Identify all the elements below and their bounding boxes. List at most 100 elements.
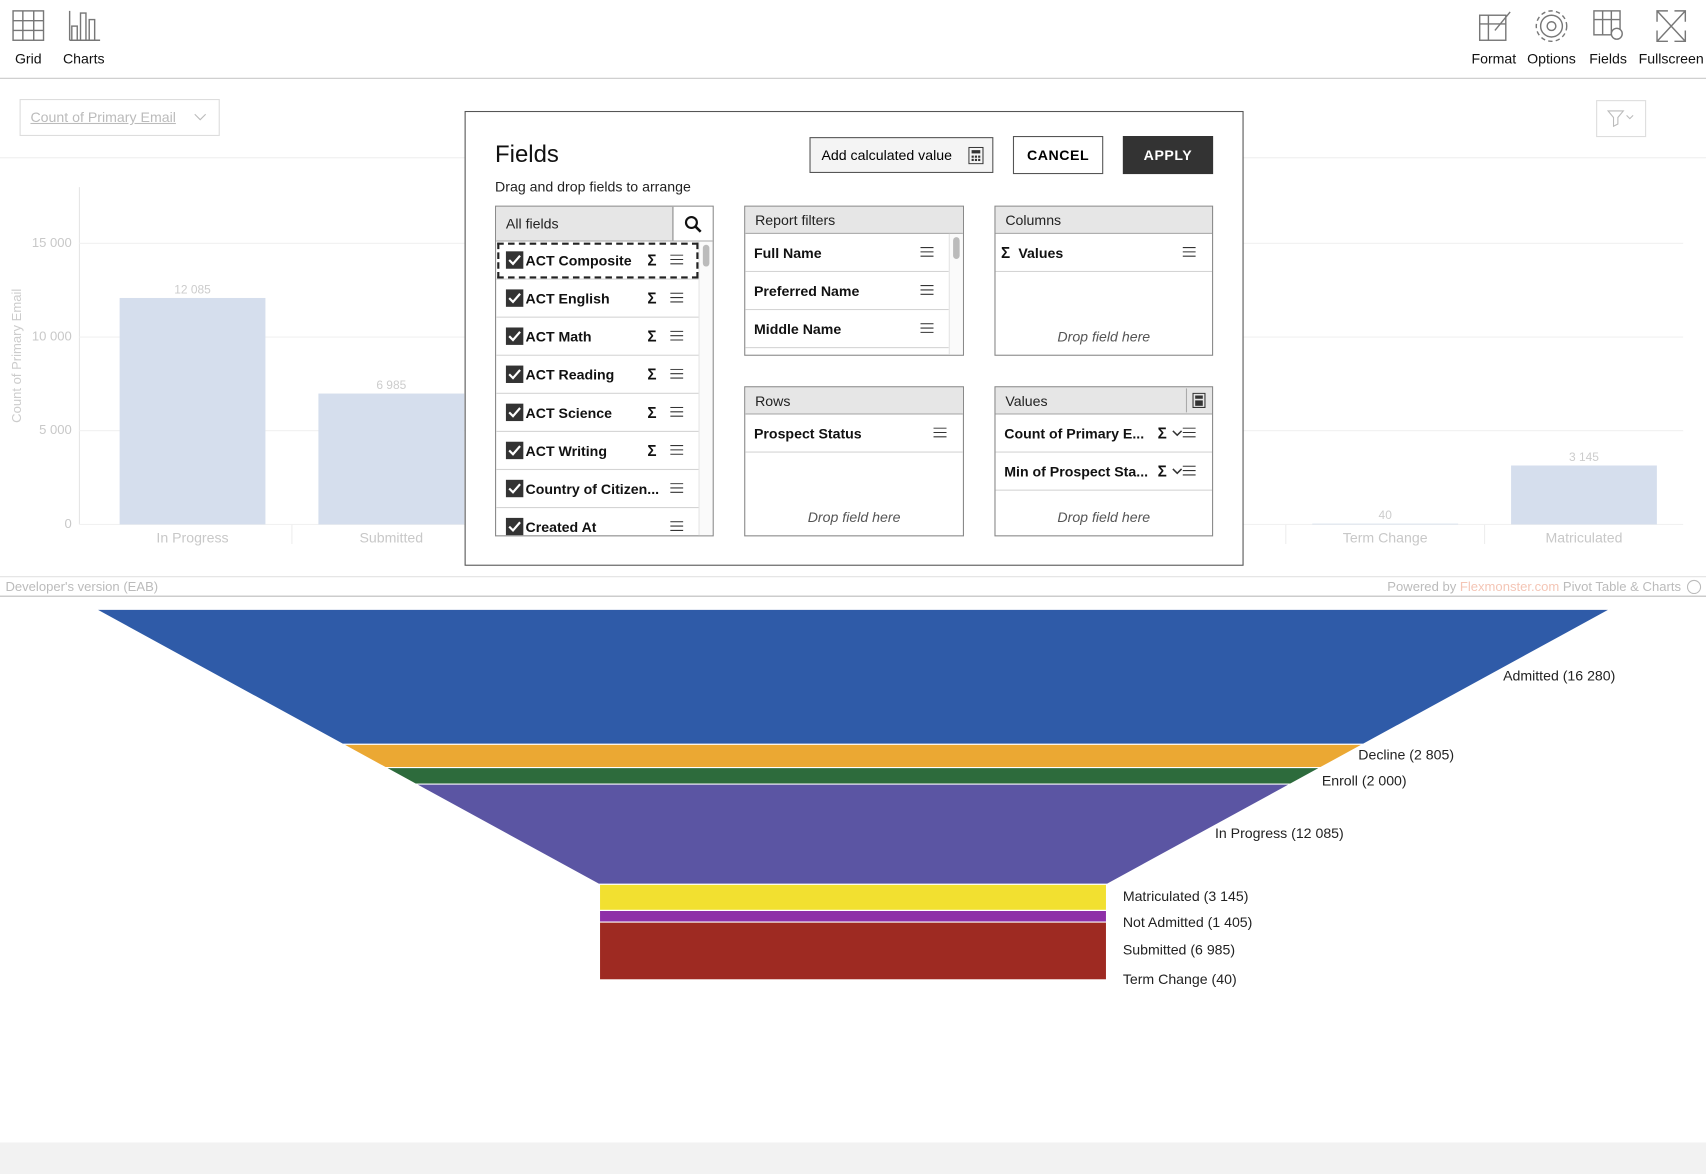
drag-handle[interactable] [670, 330, 684, 342]
drop-zone: Drop field here [1057, 328, 1151, 345]
charts-icon[interactable] [68, 10, 101, 41]
measure-select-label[interactable]: Count of Primary Email [30, 108, 176, 126]
powered-by: Powered by [1387, 578, 1457, 595]
field-row[interactable]: Count of Primary E... Σ [995, 415, 1213, 453]
funnel-label: Submitted (6 985) [1123, 942, 1235, 958]
field-row[interactable]: ACT Reading Σ [496, 356, 700, 394]
panel-values: Values Count of Primary E... Σ Min of Prosp… [994, 386, 1214, 537]
drag-handle[interactable] [1182, 246, 1196, 258]
field-row[interactable]: Preferred Name [745, 272, 950, 311]
checkbox[interactable] [505, 403, 524, 422]
checkbox[interactable] [505, 365, 524, 383]
measure-select[interactable] [19, 99, 220, 137]
fullscreen-icon[interactable] [1656, 10, 1687, 43]
aggregate-icon: Σ [1000, 243, 1011, 262]
field-name: Middle Name [753, 320, 842, 337]
scrollbar-track [698, 241, 713, 536]
filter-button[interactable] [1596, 100, 1647, 138]
field-row[interactable]: ACT English Σ [496, 280, 700, 318]
bar [318, 393, 465, 525]
dialog-subtitle: Drag and drop fields to arrange [495, 178, 691, 195]
field-row[interactable]: ACT Math Σ [496, 318, 700, 356]
field-row[interactable]: ACT Science Σ [496, 394, 700, 432]
x-tick-label: Matriculated [1546, 529, 1623, 545]
drag-handle[interactable] [670, 521, 684, 532]
checkbox[interactable] [505, 327, 524, 345]
panel-report-filters: Report filters Full Name Preferred Name Mid… [744, 205, 964, 356]
drag-handle[interactable] [670, 292, 684, 304]
button-label: Add calculated value [821, 146, 952, 164]
field-row[interactable]: Country of Citizen... [496, 470, 700, 509]
checkbox[interactable] [505, 441, 524, 460]
checkbox[interactable] [505, 251, 524, 269]
drag-handle[interactable] [920, 323, 934, 334]
format-icon[interactable] [1478, 11, 1511, 41]
y-tick-label: 10 000 [32, 328, 72, 343]
panel-header: Columns [995, 206, 1213, 234]
panel-title: Values [1005, 392, 1048, 409]
footer-credit: Powered by Flexmonster.com Pivot Table &… [1387, 579, 1681, 594]
drag-handle[interactable] [670, 483, 684, 494]
drag-handle[interactable] [670, 406, 684, 418]
field-row[interactable]: Σ Values [995, 234, 1213, 273]
checkbox[interactable] [505, 289, 524, 307]
field-row[interactable]: Created At [496, 508, 699, 536]
panel-rows: Rows Prospect Status Drop field here [744, 386, 964, 537]
field-row[interactable]: Prospect Status [745, 415, 963, 453]
aggregation-menu[interactable] [1172, 468, 1183, 476]
field-row[interactable]: Full Name [745, 234, 950, 273]
aggregate-icon: Σ [647, 327, 657, 345]
field-name: ACT Reading [525, 366, 615, 383]
check-mark [508, 331, 521, 342]
aggregate-icon: Σ [1157, 424, 1167, 442]
grid-icon[interactable] [12, 10, 45, 41]
drag-handle[interactable] [1182, 465, 1196, 477]
calculator-button[interactable] [1185, 388, 1211, 413]
toolbar-icons [12, 10, 1687, 43]
checkbox[interactable] [505, 517, 524, 536]
field-row[interactable]: Middle Name [745, 310, 950, 349]
add-calculated-button[interactable]: Add calculated value [809, 137, 994, 173]
aggregation-menu[interactable] [1172, 430, 1183, 438]
cancel-button[interactable]: CANCEL [1012, 136, 1104, 175]
scrollbar-thumb[interactable] [953, 237, 960, 259]
funnel-label: Enroll (2 000) [1322, 773, 1407, 789]
chevron [1172, 468, 1183, 475]
field-name: Preferred Name [753, 282, 860, 299]
calculator-icon [968, 146, 984, 165]
funnel-segment [598, 883, 1108, 911]
field-name: ACT Science [525, 404, 612, 421]
y-tick-label: 15 000 [32, 235, 72, 250]
fields-icon[interactable] [1593, 10, 1623, 40]
field-name: Min of Prospect Sta... [1004, 462, 1149, 480]
check-mark [508, 254, 521, 266]
field-row[interactable]: ACT Writing Σ [496, 432, 700, 471]
funnel-label: Decline (2 805) [1358, 747, 1454, 763]
y-tick-label: 0 [65, 516, 72, 531]
drag-handle[interactable] [1182, 427, 1196, 439]
brand-link[interactable]: Flexmonster.com [1459, 578, 1560, 595]
search-button[interactable] [672, 206, 713, 241]
drag-handle[interactable] [670, 444, 684, 456]
drag-handle[interactable] [670, 254, 684, 266]
info-icon[interactable] [1686, 579, 1702, 595]
drag-handle[interactable] [670, 368, 684, 380]
drag-handle[interactable] [920, 285, 934, 296]
checkbox[interactable] [505, 479, 524, 498]
apply-button[interactable]: APPLY [1122, 136, 1214, 175]
aggregate-icon: Σ [647, 365, 657, 383]
scrollbar-thumb[interactable] [702, 244, 710, 267]
funnel-label: Admitted (16 280) [1503, 668, 1615, 684]
panel-title: All fields [505, 215, 559, 232]
funnel-label: Not Admitted (1 405) [1123, 914, 1253, 930]
field-row[interactable]: ACT Composite Σ [496, 242, 700, 280]
funnel-label: Term Change (40) [1123, 971, 1237, 987]
options-icon[interactable] [1535, 10, 1568, 43]
y-tick-label: 5 000 [39, 422, 72, 437]
field-row[interactable]: Min of Prospect Sta... Σ [995, 453, 1213, 491]
drag-handle[interactable] [933, 427, 947, 439]
drag-handle[interactable] [920, 246, 934, 258]
panel-header: Report filters [745, 206, 963, 234]
